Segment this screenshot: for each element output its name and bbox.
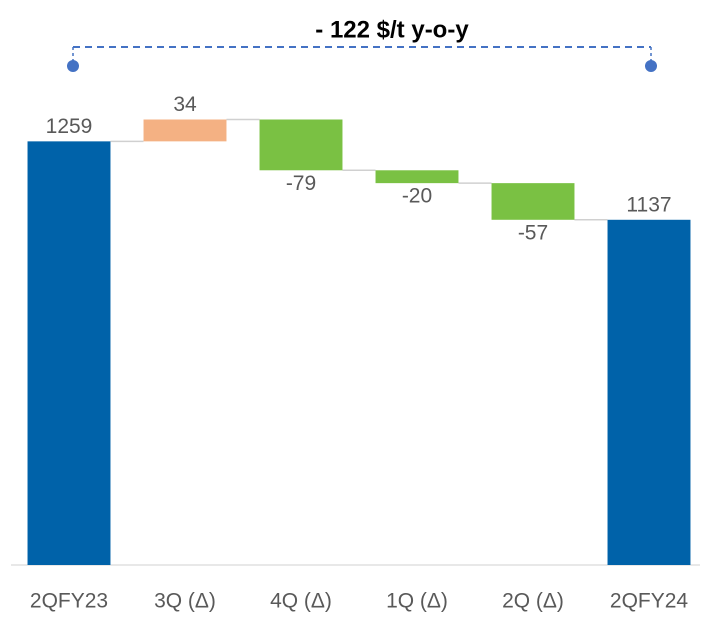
value-label: 1259 [46, 115, 93, 138]
bar [27, 141, 111, 565]
x-tick-label: 2QFY23 [30, 590, 108, 613]
annotation: - 122 $/t y-o-y [315, 16, 469, 43]
bracket-dot [645, 60, 657, 72]
bar [491, 183, 575, 220]
value-label: -20 [402, 185, 432, 208]
bar [375, 170, 459, 184]
x-tick-label: 2Q (Δ) [502, 590, 564, 613]
value-label: -79 [286, 172, 316, 195]
value-label: 1137 [626, 193, 671, 216]
title-background [285, 14, 505, 46]
value-label: 34 [173, 93, 197, 116]
bar [143, 119, 227, 142]
x-tick-label: 2QFY24 [610, 590, 689, 613]
bar [259, 119, 343, 171]
bracket-dot [67, 60, 79, 72]
value-label: -57 [518, 221, 548, 244]
x-tick-label: 1Q (Δ) [386, 590, 448, 613]
x-tick-label: 4Q (Δ) [270, 590, 332, 613]
bar [607, 219, 691, 566]
x-tick-label: 3Q (Δ) [154, 590, 216, 613]
